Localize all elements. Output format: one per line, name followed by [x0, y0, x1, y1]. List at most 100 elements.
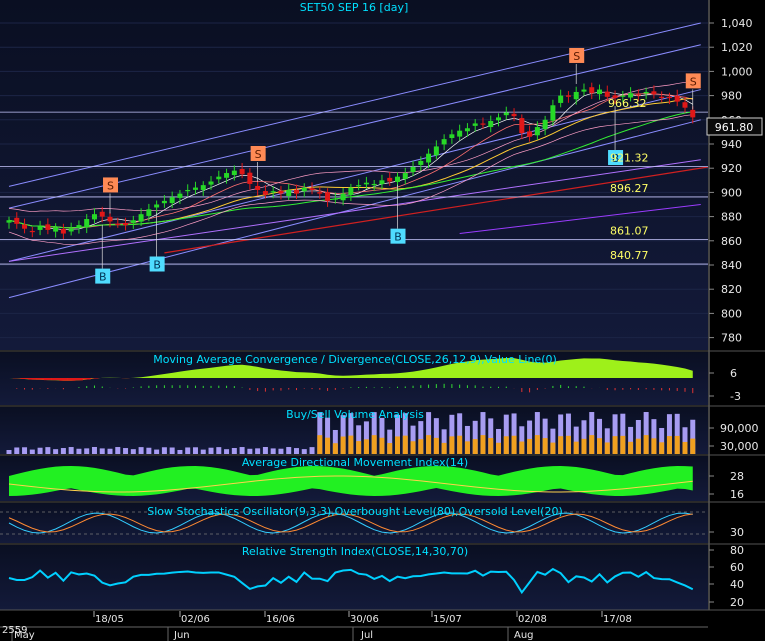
candle-body — [270, 191, 276, 193]
volume-buy-bar — [402, 435, 408, 454]
trend-channel-line — [8, 119, 701, 299]
candle-body — [6, 220, 12, 223]
candle-body — [659, 96, 665, 98]
volume-bar — [464, 425, 470, 454]
volume-buy-bar — [464, 441, 470, 454]
volume-buy-bar — [620, 435, 626, 454]
macd-neg-bar — [51, 378, 60, 381]
sell-signal — [569, 47, 585, 63]
indicator-axes: 6 -3 90,000 30,000 28 16 30 80 60 40 20 — [0, 350, 765, 611]
buy-signal — [390, 228, 406, 244]
macd-neg-bar — [74, 378, 83, 381]
price-tick-label: 860 — [721, 235, 742, 248]
candle-body — [239, 168, 245, 175]
volume-buy-bar — [379, 437, 385, 454]
volume-bar — [410, 425, 416, 454]
trend-channel-line — [8, 22, 701, 187]
price-axis: 1,0401,0201,0009809609409209008808608408… — [708, 0, 753, 610]
volume-bar — [402, 413, 408, 454]
stochastic-panel — [0, 511, 708, 535]
volume-buy-bar — [356, 441, 362, 454]
volume-buy-bar — [581, 438, 587, 454]
volume-buy-bar — [332, 443, 338, 454]
signal-letter: B — [612, 152, 620, 165]
volume-buy-bar — [371, 435, 377, 454]
volume-bar — [635, 420, 641, 454]
candle-body — [301, 187, 307, 192]
volume-bar — [449, 414, 455, 454]
adx-panel — [8, 466, 693, 496]
buy-signal — [149, 256, 165, 272]
candle-body — [581, 89, 587, 92]
candle-body — [91, 214, 97, 220]
candle-body — [426, 153, 432, 163]
volume-buy-bar — [418, 439, 424, 454]
indicator-tick-label: 28 — [730, 470, 744, 483]
volume-bar — [659, 427, 665, 454]
price-tick-label: 820 — [721, 283, 742, 296]
indicator-tick-label: 16 — [730, 488, 744, 501]
volume-bar — [286, 447, 292, 454]
adx-ribbon — [9, 466, 693, 496]
volume-bar — [231, 448, 237, 454]
volume-bar — [22, 447, 28, 454]
month-label: Jul — [360, 630, 373, 641]
hline-labels: 966.32 921.32 896.27 861.07 840.77 — [608, 97, 649, 262]
volume-buy-bar — [651, 438, 657, 454]
stochastic-k-line — [8, 512, 693, 534]
candle-body — [262, 191, 268, 195]
candle-body — [464, 128, 470, 132]
indicator-tick-label: 40 — [730, 578, 744, 591]
candle-body — [278, 190, 284, 194]
candle-body — [371, 183, 377, 186]
envelope-line — [8, 81, 693, 213]
volume-buy-bar — [488, 437, 494, 454]
level-label: 966.32 — [608, 97, 647, 110]
indicator-tick-label: 20 — [730, 596, 744, 609]
volume-buy-bar — [363, 439, 369, 454]
candle-body — [14, 217, 20, 224]
volume-bar — [107, 448, 113, 454]
macd-neg-bar — [20, 378, 29, 379]
candle-body — [123, 222, 129, 226]
candle-body — [356, 185, 362, 187]
volume-buy-bar — [348, 435, 354, 454]
volume-bar — [37, 447, 43, 454]
volume-bar — [91, 447, 97, 454]
volume-buy-bar — [542, 438, 548, 454]
time-tick-label: 16/06 — [266, 614, 295, 625]
buy-signal — [608, 150, 624, 166]
volume-bar — [612, 414, 618, 454]
volume-bar — [597, 418, 603, 454]
volume-buy-bar — [340, 436, 346, 454]
time-tick-label: 30/06 — [350, 614, 379, 625]
volume-buy-bar — [612, 436, 618, 454]
macd-neg-bar — [82, 378, 91, 380]
volume-bar — [503, 414, 509, 454]
candle-body — [674, 95, 680, 102]
volume-bar — [534, 412, 540, 454]
price-tick-label: 840 — [721, 259, 742, 272]
month-label: May — [14, 630, 35, 641]
candle-body — [76, 225, 82, 228]
volume-bar — [395, 414, 400, 454]
volume-bar — [441, 429, 447, 454]
volume-bar — [690, 419, 696, 454]
volume-buy-bar — [565, 435, 571, 454]
level-label: 861.07 — [610, 225, 649, 238]
trend-channel-line — [459, 204, 701, 235]
candle-body — [107, 216, 113, 222]
signal-letter: B — [153, 259, 161, 272]
volume-bar — [14, 447, 20, 454]
volume-bar — [628, 426, 634, 454]
volume-bar — [558, 414, 564, 454]
volume-bar — [60, 448, 66, 454]
candle-body — [37, 226, 43, 230]
level-label: 840.77 — [610, 249, 649, 262]
volume-bar — [363, 421, 369, 454]
volume-panel — [6, 412, 696, 454]
volume-buy-bar — [395, 436, 400, 454]
time-axis: 18/05 02/06 16/06 30/06 15/07 02/08 17/08 May Ju… — [0, 611, 708, 641]
envelope-line — [8, 114, 693, 245]
candle-body — [519, 118, 525, 134]
